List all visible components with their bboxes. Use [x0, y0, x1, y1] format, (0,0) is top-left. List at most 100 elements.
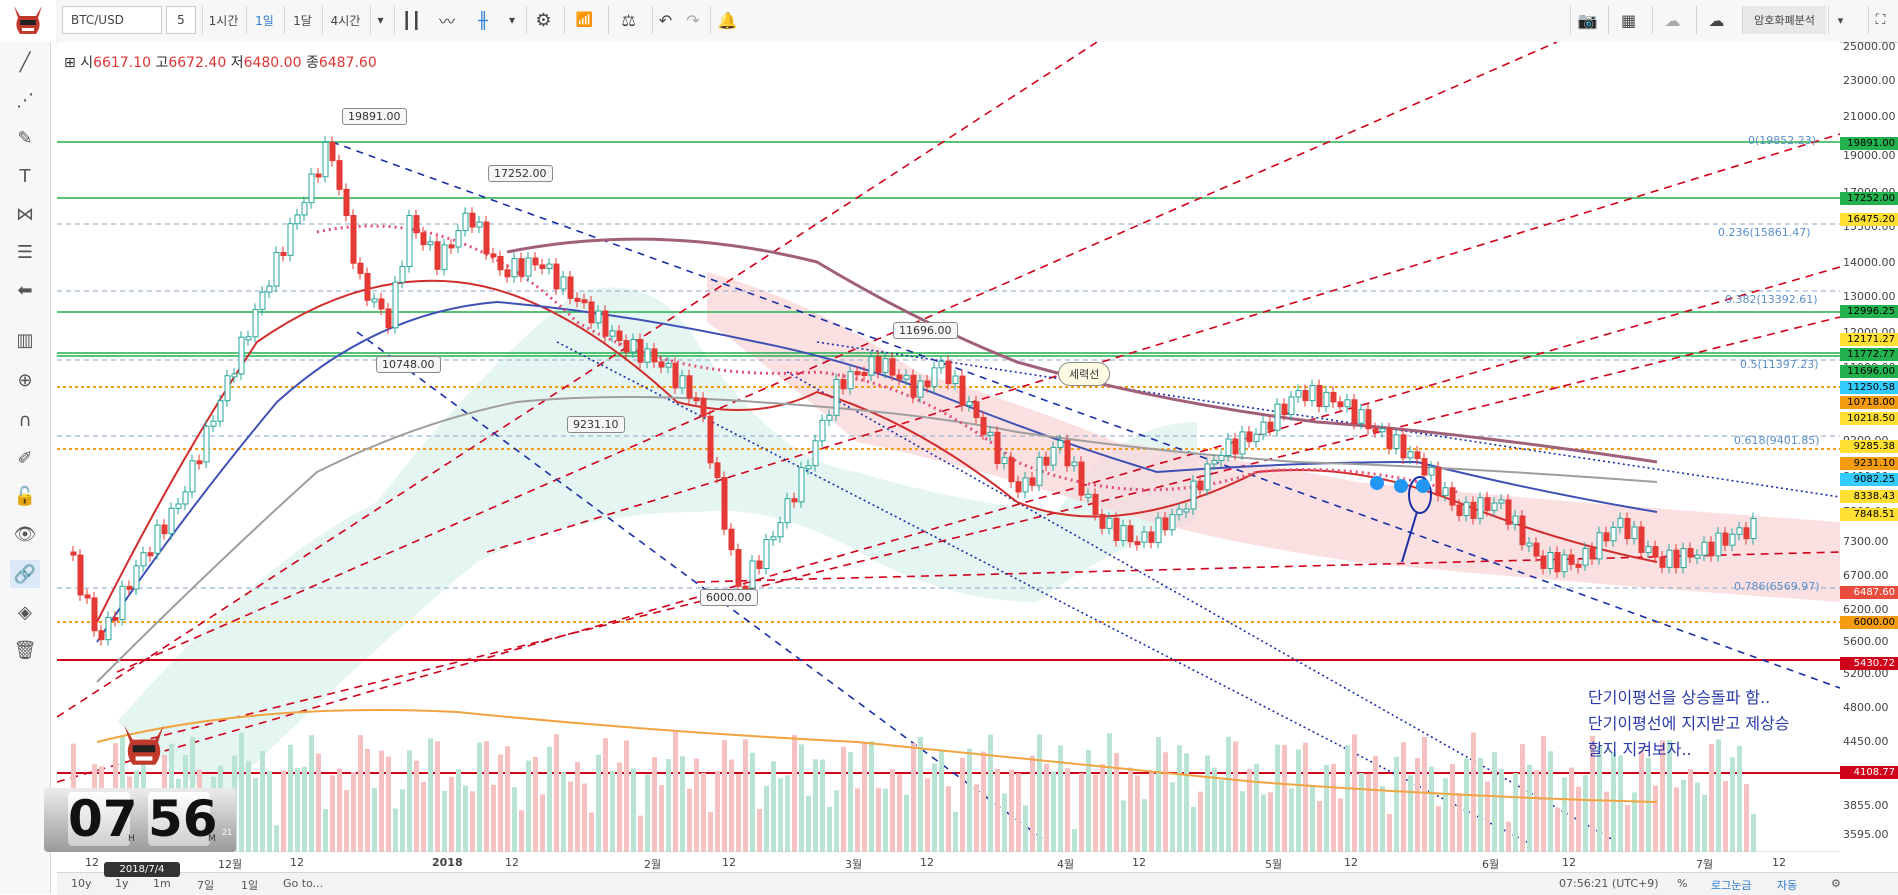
volume-bar [498, 754, 503, 852]
interval-1h[interactable]: 1시간 [202, 6, 244, 34]
candle [1519, 515, 1526, 546]
candle [588, 301, 595, 324]
layers-icon[interactable]: ◈ [18, 601, 32, 623]
volume-bar [1751, 813, 1756, 852]
volume-bar [253, 777, 258, 852]
magnet-icon[interactable]: ∩ [18, 409, 32, 431]
volume-bar [876, 787, 881, 852]
price-level-label: 6000.00 [1840, 616, 1898, 629]
compare-icon[interactable]: ⚖ [608, 6, 648, 34]
volume-bar [1324, 764, 1329, 852]
candlestick-icon[interactable]: ╫ [478, 10, 488, 30]
log-toggle[interactable]: 로그눈금 [1711, 879, 1752, 892]
goto-button[interactable]: Go to... [283, 877, 324, 890]
candle [945, 360, 952, 385]
candle [1533, 542, 1540, 557]
interval-4h[interactable]: 4시간 [322, 6, 368, 34]
pencil-lock-icon[interactable]: ✐ [17, 447, 33, 469]
range-1y[interactable]: 1y [115, 877, 129, 890]
volume-bar [1513, 772, 1518, 852]
interval-input[interactable]: 5 [166, 6, 196, 34]
link-icon[interactable]: 🔗 [10, 560, 40, 588]
candle [175, 503, 182, 509]
annotation-text[interactable]: 단기이평선에 지지받고 제상승 [1588, 714, 1790, 733]
trash-icon[interactable]: 🗑 [13, 639, 37, 661]
brush-icon[interactable]: ✎ [17, 127, 33, 149]
callout-tag[interactable]: 17252.00 [488, 165, 553, 182]
fullscreen-icon[interactable]: ⛶ [1868, 6, 1892, 34]
candle [273, 251, 280, 287]
interval-1d[interactable]: 1일 [246, 6, 282, 34]
candle [714, 462, 721, 479]
volume-bar [603, 738, 608, 852]
line-chart-icon[interactable]: 〰 [438, 12, 455, 31]
candle [791, 498, 798, 503]
eye-icon[interactable]: 👁 [13, 523, 37, 545]
indicators-icon[interactable]: 📶 [564, 6, 604, 34]
pitchfork-icon[interactable]: ⋰ [16, 89, 34, 111]
candle [1540, 555, 1547, 569]
range-1d[interactable]: 1일 [241, 879, 259, 892]
callout-tag[interactable]: 19891.00 [342, 108, 407, 125]
callout-bubble[interactable]: 세력선 [1058, 362, 1111, 386]
volume-bar [1646, 757, 1651, 852]
trendline-icon[interactable]: ╱ [19, 51, 31, 73]
gear-icon[interactable]: ⚙ [526, 6, 560, 34]
lock-icon[interactable]: 🔓 [13, 485, 37, 507]
candle [889, 358, 896, 376]
range-7d[interactable]: 7일 [197, 879, 215, 892]
callout-tag[interactable]: 9231.10 [567, 416, 625, 433]
text-icon[interactable]: T [19, 165, 31, 187]
back-arrow-icon[interactable]: ⬅ [17, 279, 33, 301]
candle [854, 371, 861, 376]
measure-icon[interactable]: ▥ [16, 329, 34, 351]
chevron-down-icon[interactable]: ▾ [370, 6, 390, 34]
undo-icon[interactable]: ↶ [652, 6, 678, 34]
annotation-text[interactable]: 단기이평선을 상승돌파 함.. [1588, 688, 1771, 707]
chevron-down-icon[interactable]: ▾ [508, 13, 516, 27]
fib-icon[interactable]: ☰ [16, 241, 34, 263]
price-level-label: 19891.00 [1840, 137, 1898, 150]
layout-name-button[interactable]: 암호화폐분석 [1742, 6, 1826, 34]
annotation-text[interactable]: 할지 지켜보자.. [1588, 740, 1692, 759]
layout-icon[interactable]: ▦ [1608, 6, 1648, 34]
volume-bar [1065, 768, 1070, 852]
cloud-download-icon[interactable]: ☁ [1652, 6, 1692, 34]
alert-icon[interactable]: 🔔 [710, 6, 744, 34]
collapse-icon[interactable]: ⊞ [64, 55, 81, 71]
volume-bar [351, 771, 356, 852]
auto-toggle[interactable]: 자동 [1777, 879, 1798, 892]
candle [1575, 563, 1582, 568]
redo-icon[interactable]: ↷ [686, 10, 700, 30]
price-chart[interactable] [57, 42, 1840, 852]
candle [672, 362, 679, 389]
callout-tag[interactable]: 10748.00 [376, 356, 441, 373]
interval-1mo[interactable]: 1달 [284, 6, 320, 34]
zoom-icon[interactable]: ⊕ [17, 369, 33, 391]
chevron-down-icon[interactable]: ▾ [1828, 6, 1852, 34]
candle [1120, 525, 1127, 541]
candle [140, 552, 147, 567]
candle [630, 339, 637, 353]
volume-bar [1338, 798, 1343, 852]
candle [1631, 526, 1638, 540]
candle [133, 565, 140, 590]
ohlc-legend: ⊞ 시6617.10 고6672.40 저6480.00 종6487.60 [64, 52, 377, 72]
candle [721, 477, 728, 530]
candles-icon[interactable]: ┃┃ [394, 6, 428, 34]
camera-icon[interactable]: 📷 [1570, 6, 1604, 34]
range-10y[interactable]: 10y [71, 877, 92, 890]
callout-tag[interactable]: 6000.00 [700, 589, 758, 606]
candle [798, 467, 805, 503]
symbol-input[interactable]: BTC/USD [62, 6, 162, 34]
volume-bar [715, 770, 720, 852]
volume-bar [1009, 769, 1014, 852]
volume-bar [1485, 781, 1490, 852]
pattern-icon[interactable]: ⋈ [16, 203, 34, 225]
percent-toggle[interactable]: % [1677, 877, 1688, 890]
volume-bar [421, 781, 426, 852]
cloud-upload-icon[interactable]: ☁ [1696, 6, 1736, 34]
gear-icon[interactable]: ⚙ [1831, 877, 1841, 890]
callout-tag[interactable]: 11696.00 [893, 322, 958, 339]
range-1m[interactable]: 1m [153, 877, 171, 890]
